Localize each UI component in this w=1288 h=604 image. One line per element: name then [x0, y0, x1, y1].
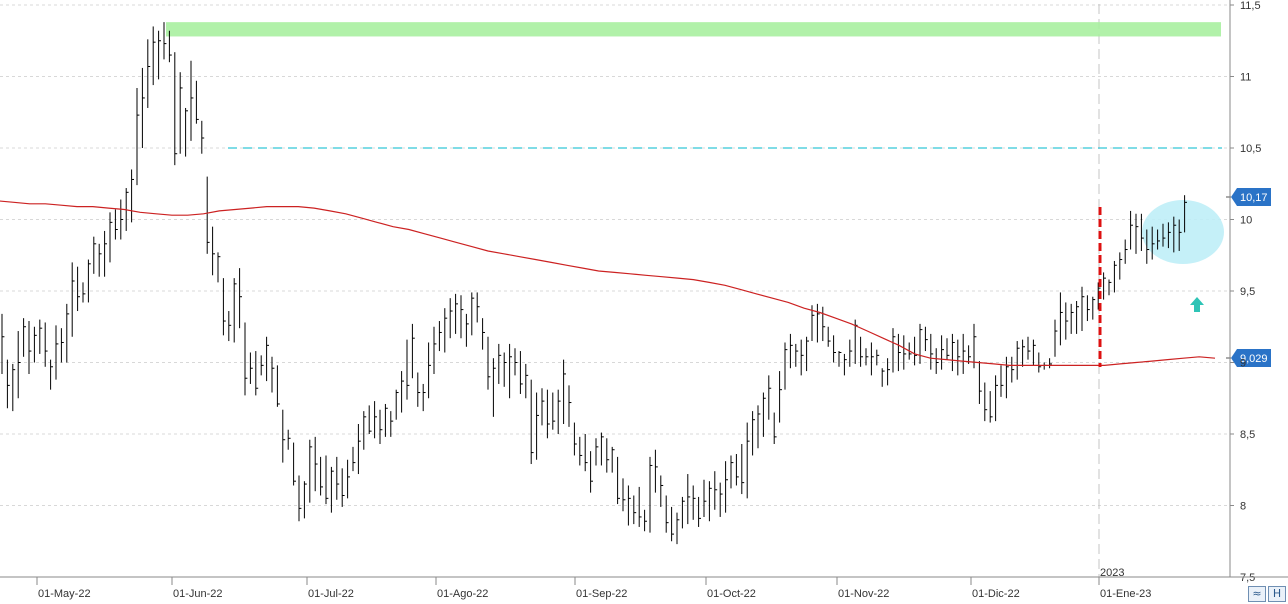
- x-tick-label: 01-Ago-22: [437, 588, 488, 600]
- up-arrow-icon: [1190, 297, 1204, 312]
- y-tick-label: 11,5: [1240, 0, 1261, 12]
- year-marker-label: 2023: [1100, 567, 1124, 579]
- y-tick-label: 9: [1240, 358, 1246, 370]
- x-tick-label: 01-Sep-22: [576, 588, 627, 600]
- y-tick-label: 8: [1240, 501, 1246, 513]
- annotations: [166, 22, 1224, 264]
- highlight-ellipse: [1142, 200, 1224, 264]
- overlay-annotations: 10,17 9,029: [1098, 188, 1271, 367]
- ohlc-bars: [1, 22, 1187, 545]
- y-tick-label: 7,5: [1240, 572, 1255, 584]
- x-tick-label: 01-Jul-22: [308, 588, 354, 600]
- y-tick-label: 9,5: [1240, 286, 1255, 298]
- last-price-tag-box: [1231, 188, 1271, 206]
- moving-average-line: [0, 200, 1216, 366]
- x-tick-label: 01-Oct-22: [707, 588, 756, 600]
- y-tick-label: 8,5: [1240, 429, 1255, 441]
- ma-price-tag-label: 9,029: [1240, 353, 1268, 365]
- last-price-tag-label: 10,17: [1240, 192, 1268, 204]
- save-chart-button[interactable]: H: [1268, 586, 1286, 602]
- x-tick-label: 01-Dic-22: [972, 588, 1020, 600]
- x-tick-label: 01-May-22: [38, 588, 91, 600]
- ma-price-tag-box: [1231, 349, 1271, 367]
- chart-mode-button[interactable]: ≈: [1248, 586, 1266, 602]
- x-tick-label: 01-Ene-23: [1100, 588, 1151, 600]
- y-tick-label: 10,5: [1240, 143, 1261, 155]
- y-tick-label: 11: [1240, 72, 1251, 84]
- x-tick-label: 01-Jun-22: [173, 588, 223, 600]
- grid: [0, 4, 1230, 578]
- y-tick-label: 10: [1240, 215, 1252, 227]
- moving-average-series: [0, 200, 1216, 366]
- resistance-band: [166, 22, 1221, 37]
- x-tick-label: 01-Nov-22: [838, 588, 889, 600]
